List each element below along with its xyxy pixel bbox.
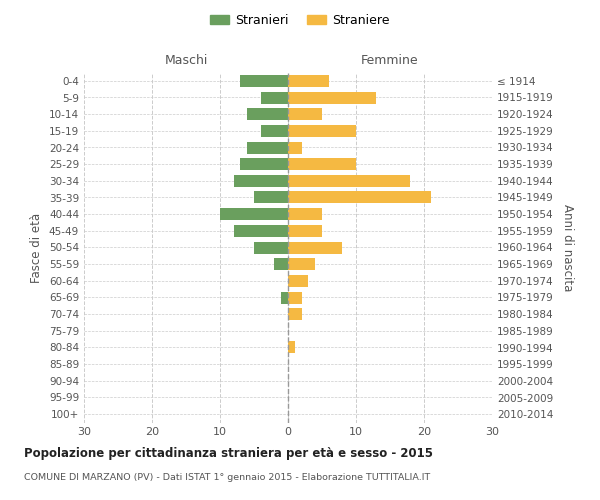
Bar bbox=[233, 175, 288, 187]
Bar bbox=[274, 258, 288, 270]
Bar bbox=[288, 75, 329, 87]
Bar bbox=[288, 242, 343, 254]
Bar bbox=[288, 192, 431, 203]
Bar bbox=[288, 175, 410, 187]
Text: Maschi: Maschi bbox=[164, 54, 208, 66]
Bar bbox=[288, 108, 322, 120]
Legend: Stranieri, Straniere: Stranieri, Straniere bbox=[205, 8, 395, 32]
Bar bbox=[288, 275, 308, 287]
Y-axis label: Fasce di età: Fasce di età bbox=[31, 212, 43, 282]
Bar bbox=[247, 142, 288, 154]
Y-axis label: Anni di nascita: Anni di nascita bbox=[560, 204, 574, 291]
Bar bbox=[288, 158, 356, 170]
Bar bbox=[241, 158, 288, 170]
Bar bbox=[247, 108, 288, 120]
Bar bbox=[261, 92, 288, 104]
Bar bbox=[288, 142, 302, 154]
Bar bbox=[288, 258, 315, 270]
Bar bbox=[281, 292, 288, 304]
Bar bbox=[288, 125, 356, 137]
Bar bbox=[254, 242, 288, 254]
Bar bbox=[233, 225, 288, 237]
Bar bbox=[288, 92, 376, 104]
Text: COMUNE DI MARZANO (PV) - Dati ISTAT 1° gennaio 2015 - Elaborazione TUTTITALIA.IT: COMUNE DI MARZANO (PV) - Dati ISTAT 1° g… bbox=[24, 472, 430, 482]
Bar bbox=[288, 292, 302, 304]
Bar bbox=[254, 192, 288, 203]
Bar bbox=[288, 225, 322, 237]
Bar bbox=[261, 125, 288, 137]
Bar bbox=[220, 208, 288, 220]
Bar bbox=[241, 75, 288, 87]
Bar bbox=[288, 208, 322, 220]
Bar bbox=[288, 308, 302, 320]
Bar bbox=[288, 342, 295, 353]
Text: Femmine: Femmine bbox=[361, 54, 419, 66]
Text: Popolazione per cittadinanza straniera per età e sesso - 2015: Popolazione per cittadinanza straniera p… bbox=[24, 448, 433, 460]
